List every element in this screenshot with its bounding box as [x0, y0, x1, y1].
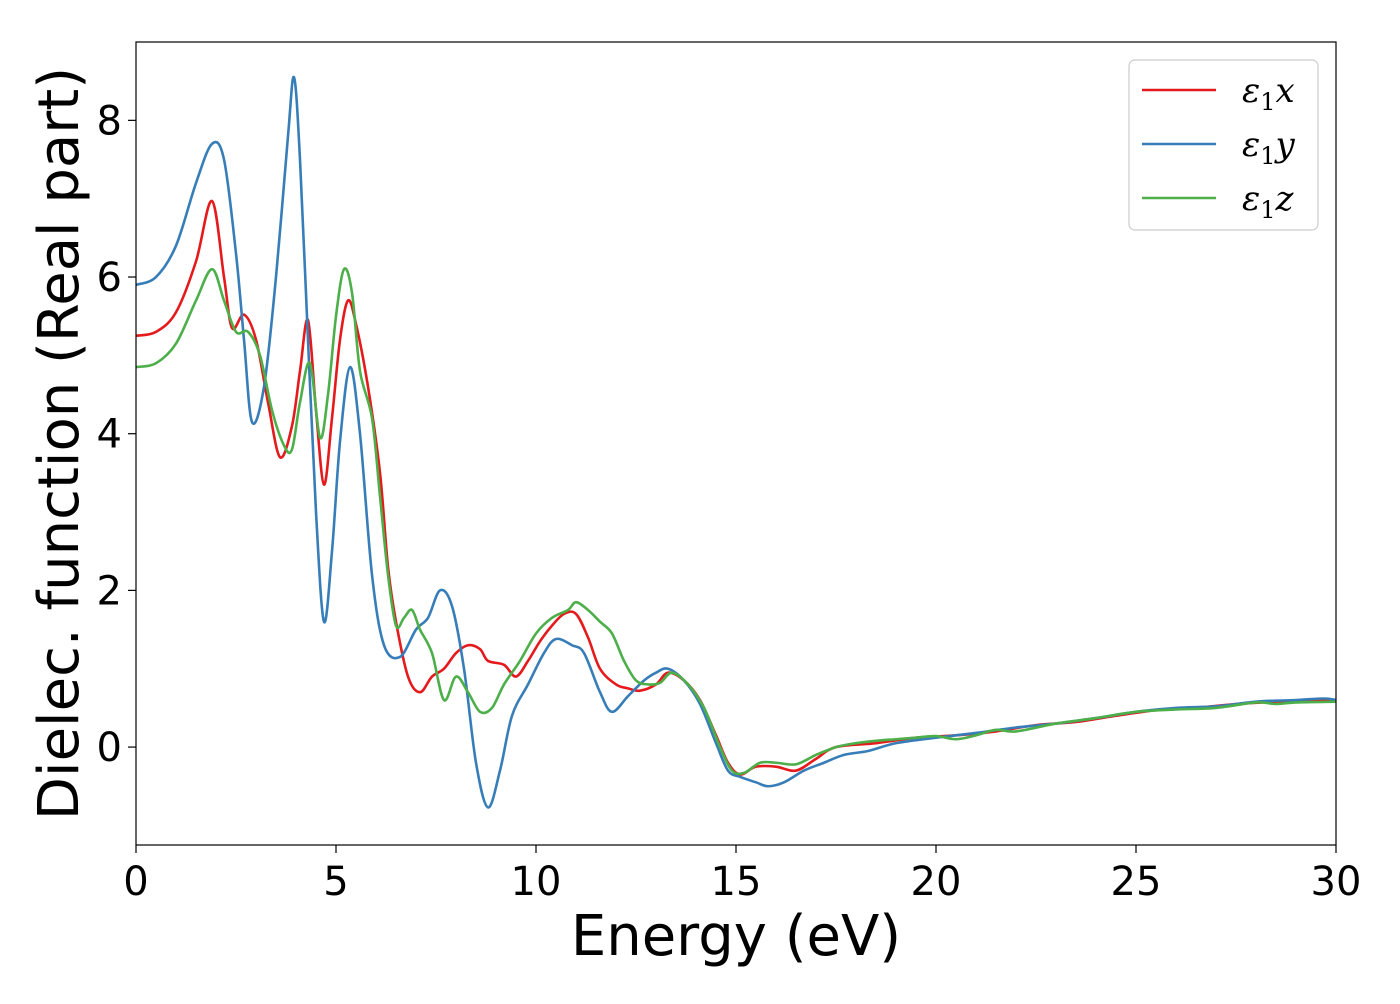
y-axis-label: Dielec. function (Real part) [27, 67, 92, 820]
x-tick-label: 5 [323, 859, 348, 905]
x-tick-label: 30 [1311, 859, 1362, 905]
legend-item-y: ε1y [1142, 125, 1296, 170]
x-tick-label: 20 [911, 859, 962, 905]
legend-item-x: ε1x [1142, 71, 1295, 116]
x-tick-label: 10 [511, 859, 562, 905]
series-line-z [136, 267, 1336, 776]
legend-label: ε1x [1242, 71, 1295, 116]
series-line-y [136, 75, 1336, 809]
y-tick-label: 0 [97, 725, 122, 771]
legend-label: ε1z [1242, 179, 1295, 224]
y-tick-label: 2 [97, 568, 122, 614]
y-tick-label: 6 [97, 255, 122, 301]
x-tick-label: 25 [1111, 859, 1162, 905]
legend-item-z: ε1z [1142, 179, 1295, 224]
y-axis: 0 2 4 6 8 [97, 98, 136, 771]
x-axis-label: Energy (eV) [571, 904, 901, 969]
legend-box [1128, 59, 1319, 231]
x-tick-label: 0 [123, 859, 148, 905]
x-axis: 0 5 10 15 20 25 30 [123, 845, 1361, 905]
y-tick-label: 8 [97, 98, 122, 144]
x-tick-label: 15 [711, 859, 762, 905]
series-layer [136, 75, 1336, 809]
legend-label: ε1y [1242, 125, 1296, 170]
legend: ε1x ε1y ε1z [1128, 59, 1319, 231]
y-tick-label: 4 [97, 412, 122, 458]
